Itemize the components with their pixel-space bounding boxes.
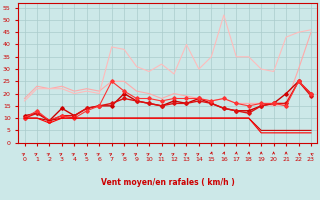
X-axis label: Vent moyen/en rafales ( km/h ): Vent moyen/en rafales ( km/h ) <box>101 178 235 187</box>
